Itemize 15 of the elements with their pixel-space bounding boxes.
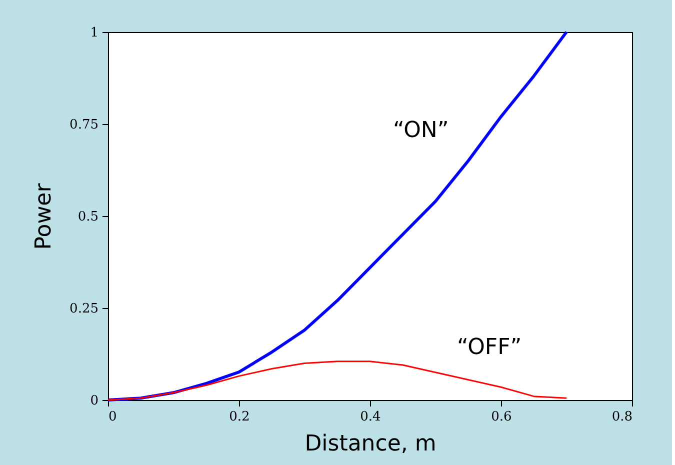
annotation: “ON” <box>393 118 449 143</box>
y-tick-label: 1 <box>90 26 98 40</box>
line-series <box>107 360 568 401</box>
x-tick-label: 0.2 <box>229 410 250 424</box>
x-tick-label: 0.8 <box>612 410 632 424</box>
y-tick-label: 0.25 <box>70 302 98 316</box>
x-tick-label: 0 <box>108 410 117 424</box>
annotation: “OFF” <box>457 335 522 360</box>
x-axis-title: Distance, m <box>304 432 436 456</box>
y-tick-label: 0.5 <box>78 210 98 224</box>
y-tick-label: 0 <box>90 394 98 408</box>
x-tick-label: 0.6 <box>491 410 512 424</box>
x-tick-label: 0.4 <box>360 410 381 424</box>
y-tick-label: 0.75 <box>70 118 98 132</box>
y-axis-title: Power <box>32 182 57 250</box>
